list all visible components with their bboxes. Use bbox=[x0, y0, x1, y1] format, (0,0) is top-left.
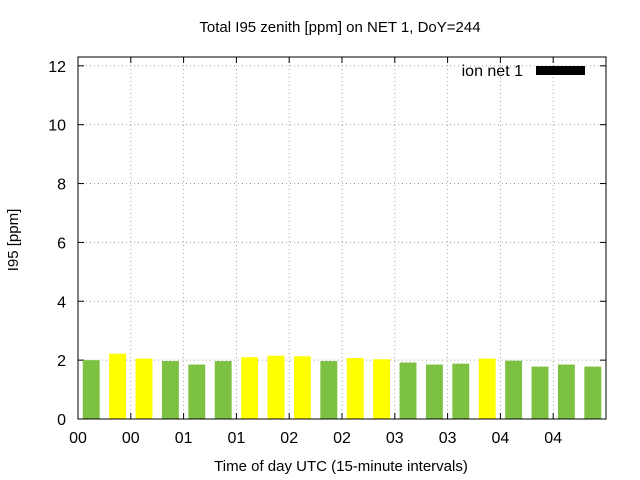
x-axis-label: Time of day UTC (15-minute intervals) bbox=[214, 458, 468, 475]
y-tick-label: 10 bbox=[48, 118, 66, 135]
plot-frame bbox=[77, 56, 607, 420]
grid-lines bbox=[77, 57, 606, 420]
bar bbox=[557, 364, 575, 419]
bar bbox=[373, 359, 391, 419]
bar bbox=[135, 358, 153, 419]
bar bbox=[320, 361, 338, 419]
bar bbox=[188, 364, 206, 419]
legend-label: ion net 1 bbox=[462, 63, 523, 80]
bar bbox=[109, 353, 127, 419]
x-tick-label: 01 bbox=[175, 430, 193, 447]
bar bbox=[82, 360, 100, 419]
bar bbox=[531, 366, 549, 419]
y-tick-label: 4 bbox=[57, 294, 66, 311]
bar bbox=[505, 360, 523, 419]
legend-swatch bbox=[536, 66, 585, 75]
y-tick-labels: 0 2 4 6 8 10 12 bbox=[48, 59, 66, 429]
y-tick-label: 0 bbox=[57, 412, 66, 429]
x-tick-label: 02 bbox=[333, 430, 351, 447]
x-tick-label: 04 bbox=[544, 430, 562, 447]
y-axis-label: I95 [ppm] bbox=[5, 209, 22, 272]
bars-group bbox=[82, 353, 602, 419]
y-tick-label: 12 bbox=[48, 59, 66, 76]
bar bbox=[161, 361, 179, 419]
bar bbox=[425, 364, 443, 419]
x-tick-label: 00 bbox=[69, 430, 87, 447]
bar bbox=[399, 362, 417, 419]
bar bbox=[584, 366, 602, 419]
bar bbox=[346, 358, 364, 419]
x-tick-label: 03 bbox=[439, 430, 457, 447]
bar bbox=[478, 358, 496, 419]
bar bbox=[214, 361, 232, 419]
chart-title: Total I95 zenith [ppm] on NET 1, DoY=244 bbox=[199, 19, 480, 36]
x-tick-label: 02 bbox=[280, 430, 298, 447]
bar bbox=[452, 363, 470, 419]
bar bbox=[267, 355, 285, 419]
y-tick-label: 8 bbox=[57, 177, 66, 194]
x-tick-label: 04 bbox=[492, 430, 510, 447]
bar bbox=[293, 356, 311, 419]
x-tick-label: 03 bbox=[386, 430, 404, 447]
legend: ion net 1 bbox=[462, 63, 585, 80]
y-tick-label: 6 bbox=[57, 235, 66, 252]
bar bbox=[241, 357, 259, 419]
y-tick-label: 2 bbox=[57, 353, 66, 370]
x-tick-label: 00 bbox=[122, 430, 140, 447]
x-tick-labels: 00 00 01 01 02 02 03 03 04 04 bbox=[69, 430, 562, 447]
x-tick-label: 01 bbox=[228, 430, 246, 447]
